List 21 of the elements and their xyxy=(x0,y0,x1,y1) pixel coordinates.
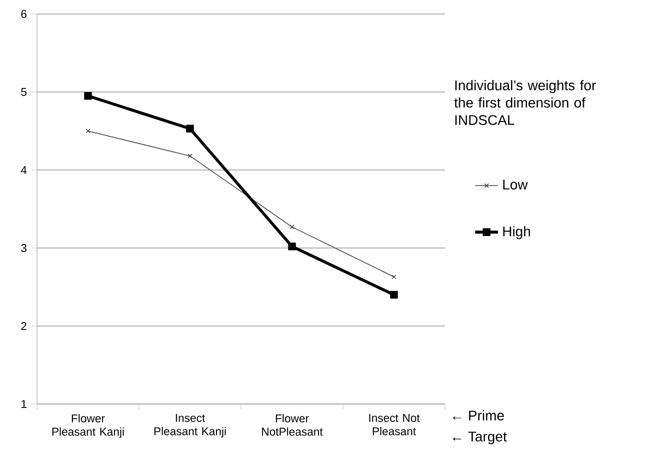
x-tick-label: Insect Not Pleasant xyxy=(369,414,420,436)
point xyxy=(390,290,398,299)
y-tick-label: 1 xyxy=(22,400,26,408)
y-tick-label: 3 xyxy=(21,244,26,252)
y-tick-label: 2 xyxy=(21,322,26,330)
point xyxy=(84,92,92,100)
point xyxy=(288,242,296,250)
y-tick-label: 5 xyxy=(21,88,26,96)
x-tick-label: Flower Pleasant Kanji xyxy=(52,414,124,438)
point xyxy=(188,154,192,158)
legend-label: Low xyxy=(503,180,528,190)
y-tick-label: 4 xyxy=(20,166,27,174)
x-tick-label: Flower NotPleasant xyxy=(262,414,323,436)
y-tick-label: 6 xyxy=(21,10,26,18)
text: ← Target xyxy=(452,432,507,444)
x-tick-label: Insect Pleasant Kanji xyxy=(154,414,226,438)
legend-label: High xyxy=(503,226,530,240)
legend-title: Individual’s weights for the first dimension of INDSCAL xyxy=(454,80,596,125)
point xyxy=(186,124,194,133)
text: ← Prime xyxy=(452,410,504,420)
point xyxy=(290,224,294,230)
